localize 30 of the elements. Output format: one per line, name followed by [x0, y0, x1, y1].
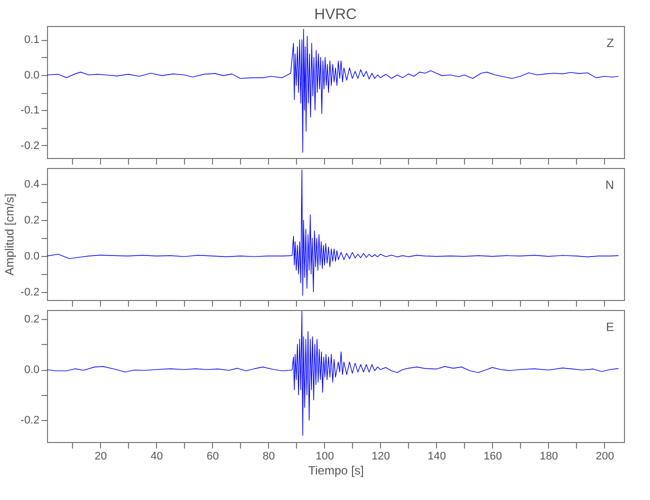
- x-tick-label: 120: [372, 450, 390, 462]
- y-tick-label: 0.1: [24, 34, 40, 46]
- x-tick-label: 200: [596, 450, 614, 462]
- x-tick-label: 180: [540, 450, 558, 462]
- line-series: [47, 310, 619, 436]
- y-tick-label: 0.2: [24, 313, 40, 326]
- x-tick-label: 60: [206, 450, 219, 462]
- x-tick-label: 80: [262, 450, 275, 462]
- y-tick-label: -0.2: [20, 286, 40, 298]
- y-tick-label: 0.0: [24, 69, 40, 82]
- x-tick-label: 100: [316, 450, 334, 462]
- x-tick-label: 40: [150, 450, 163, 462]
- x-axis-title: Tiempo [s]: [308, 464, 364, 478]
- y-tick-label: -0.2: [20, 414, 40, 427]
- annotation: N: [605, 178, 614, 192]
- annotation: E: [606, 320, 614, 334]
- y-tick-label: -0.2: [20, 140, 40, 152]
- y-tick-label: 0.4: [24, 178, 40, 191]
- line-series: [47, 169, 619, 296]
- x-tick-label: 20: [94, 450, 107, 462]
- y-axis-title: Amplitud [cm/s]: [2, 193, 17, 276]
- x-tick-label: 140: [428, 450, 446, 462]
- y-tick-label: 0.0: [24, 364, 40, 376]
- y-tick-label: 0.2: [24, 214, 40, 227]
- annotation: Z: [606, 36, 614, 50]
- line-series: [47, 28, 619, 153]
- x-tick-label: 160: [484, 450, 502, 462]
- y-tick-label: -0.1: [20, 104, 40, 117]
- chart-title: HVRC: [314, 6, 357, 23]
- y-tick-label: 0.0: [24, 250, 40, 262]
